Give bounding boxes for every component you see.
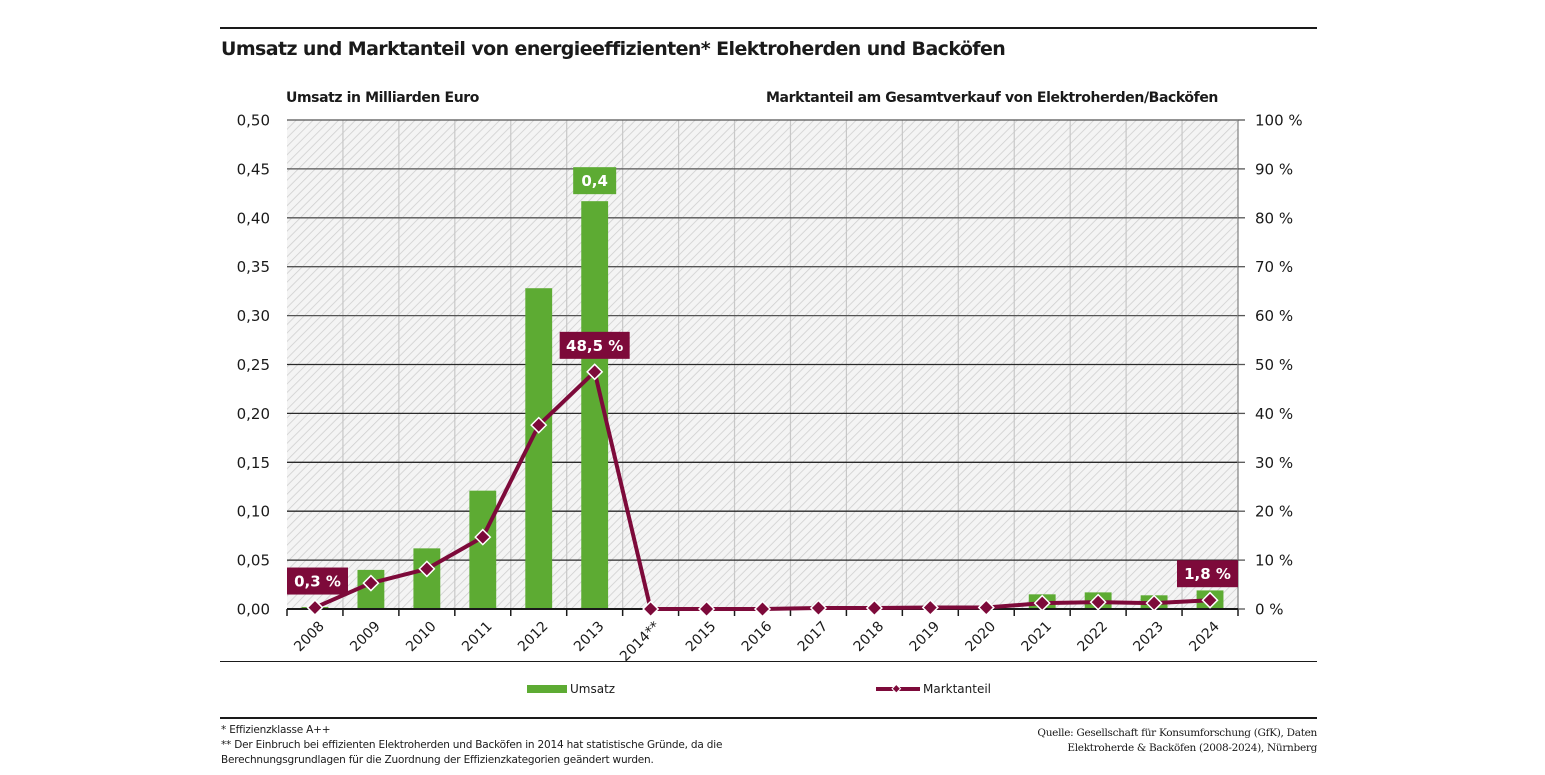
right-tick-label: 100 % bbox=[1255, 112, 1303, 130]
right-axis-title: Marktanteil am Gesamtverkauf von Elektro… bbox=[766, 90, 1218, 106]
data-label-text: 0,4 bbox=[581, 172, 608, 190]
left-tick-label: 0,40 bbox=[237, 209, 270, 227]
data-label-text: 1,8 % bbox=[1184, 565, 1231, 583]
category-label: 2015 bbox=[683, 619, 720, 656]
right-tick-label: 70 % bbox=[1255, 258, 1293, 276]
left-tick-label: 0,10 bbox=[237, 503, 270, 521]
right-tick-label: 40 % bbox=[1255, 405, 1293, 423]
category-label: 2013 bbox=[571, 619, 608, 656]
category-label: 2017 bbox=[795, 619, 832, 656]
left-axis-title: Umsatz in Milliarden Euro bbox=[286, 90, 479, 106]
category-label: 2009 bbox=[347, 619, 384, 656]
category-label: 2008 bbox=[291, 619, 328, 656]
marker-marktanteil-2012 bbox=[530, 416, 548, 434]
left-tick-label: 0,35 bbox=[237, 258, 270, 276]
footnotes: * Effizienzklasse A++ ** Der Einbruch be… bbox=[221, 723, 722, 768]
footnote-2: ** Der Einbruch bei effizienten Elektroh… bbox=[221, 739, 723, 751]
marker-marktanteil-2014 bbox=[642, 600, 660, 618]
right-tick-label: 80 % bbox=[1255, 209, 1293, 227]
category-label: 2021 bbox=[1019, 619, 1056, 656]
data-label-marktanteil-2024: 1,8 % bbox=[1177, 560, 1238, 588]
top-rule bbox=[220, 27, 1317, 29]
chart-title: Umsatz und Marktanteil von energieeffizi… bbox=[221, 38, 1006, 60]
marker-marktanteil-2009 bbox=[362, 574, 380, 592]
source-note: Quelle: Gesellschaft für Konsumforschung… bbox=[1037, 726, 1317, 756]
legend-label-umsatz: Umsatz bbox=[570, 682, 616, 696]
right-tick-label: 20 % bbox=[1255, 503, 1293, 521]
bar-umsatz-2012 bbox=[525, 288, 553, 609]
category-label: 2018 bbox=[851, 619, 888, 656]
source-line-1: Quelle: Gesellschaft für Konsumforschung… bbox=[1037, 727, 1317, 739]
category-label: 2020 bbox=[963, 619, 1000, 656]
marker-marktanteil-2019 bbox=[921, 598, 939, 617]
bar-umsatz-2010 bbox=[413, 548, 441, 609]
footer-divider bbox=[220, 717, 1317, 719]
category-label: 2012 bbox=[515, 619, 552, 656]
data-label-box bbox=[559, 331, 630, 359]
category-label: 2022 bbox=[1074, 619, 1111, 656]
right-tick-label: 30 % bbox=[1255, 454, 1293, 472]
marker-marktanteil-2022 bbox=[1089, 593, 1107, 611]
left-tick-label: 0,00 bbox=[237, 601, 270, 619]
right-tick-label: 90 % bbox=[1255, 160, 1293, 178]
data-label-marktanteil-2008: 0,3 % bbox=[287, 567, 348, 595]
right-tick-label: 0 % bbox=[1255, 601, 1284, 619]
right-tick-label: 50 % bbox=[1255, 356, 1293, 374]
data-label-box bbox=[573, 167, 617, 195]
marker-marktanteil-2016 bbox=[753, 600, 772, 618]
category-label: 2011 bbox=[459, 619, 496, 656]
legend-swatch-bar bbox=[527, 685, 567, 693]
category-label: 2024 bbox=[1186, 618, 1223, 655]
legend-divider bbox=[220, 661, 1317, 662]
data-label-box bbox=[287, 567, 348, 595]
data-label-umsatz-2013: 0,4 bbox=[573, 167, 617, 195]
category-label: 2023 bbox=[1130, 619, 1167, 656]
marker-marktanteil-2018 bbox=[865, 599, 883, 617]
left-tick-label: 0,25 bbox=[237, 356, 270, 374]
marker-marktanteil-2015 bbox=[697, 600, 716, 618]
legend-item-marktanteil: Marktanteil bbox=[876, 682, 991, 696]
left-tick-label: 0,05 bbox=[237, 552, 270, 570]
right-tick-label: 60 % bbox=[1255, 307, 1293, 325]
marker-marktanteil-2023 bbox=[1145, 594, 1163, 612]
legend-swatch-line bbox=[876, 684, 920, 694]
right-tick-label: 10 % bbox=[1255, 552, 1293, 570]
left-tick-label: 0,30 bbox=[237, 307, 270, 325]
marker-marktanteil-2010 bbox=[418, 560, 436, 578]
data-label-text: 48,5 % bbox=[566, 337, 623, 355]
legend-label-marktanteil: Marktanteil bbox=[923, 682, 992, 696]
left-tick-label: 0,15 bbox=[237, 454, 270, 472]
category-label: 2014** bbox=[617, 619, 663, 665]
left-tick-label: 0,45 bbox=[237, 160, 270, 178]
category-label: 2010 bbox=[403, 619, 440, 656]
data-label-text: 0,3 % bbox=[294, 573, 341, 591]
data-label-box bbox=[1177, 560, 1238, 588]
marker-marktanteil-2008 bbox=[306, 598, 324, 617]
marker-marktanteil-2024 bbox=[1201, 591, 1219, 609]
left-tick-label: 0,20 bbox=[237, 405, 270, 423]
footnote-3: Berechnungsgrundlagen für die Zuordnung … bbox=[221, 754, 654, 766]
marker-marktanteil-2017 bbox=[809, 599, 828, 617]
marker-marktanteil-2013 bbox=[586, 363, 604, 381]
marker-marktanteil-2020 bbox=[977, 598, 995, 617]
source-line-2: Elektroherde & Backöfen (2008-2024), Nür… bbox=[1067, 742, 1317, 754]
marker-marktanteil-2011 bbox=[474, 528, 492, 546]
marker-marktanteil-2021 bbox=[1033, 594, 1051, 612]
data-label-marktanteil-2013: 48,5 % bbox=[559, 331, 630, 359]
legend-item-umsatz: Umsatz bbox=[527, 682, 615, 696]
category-label: 2019 bbox=[907, 619, 944, 656]
bar-umsatz-2011 bbox=[469, 490, 497, 609]
left-tick-label: 0,50 bbox=[237, 112, 270, 130]
category-label: 2016 bbox=[739, 618, 776, 655]
footnote-1: * Effizienzklasse A++ bbox=[221, 724, 331, 736]
